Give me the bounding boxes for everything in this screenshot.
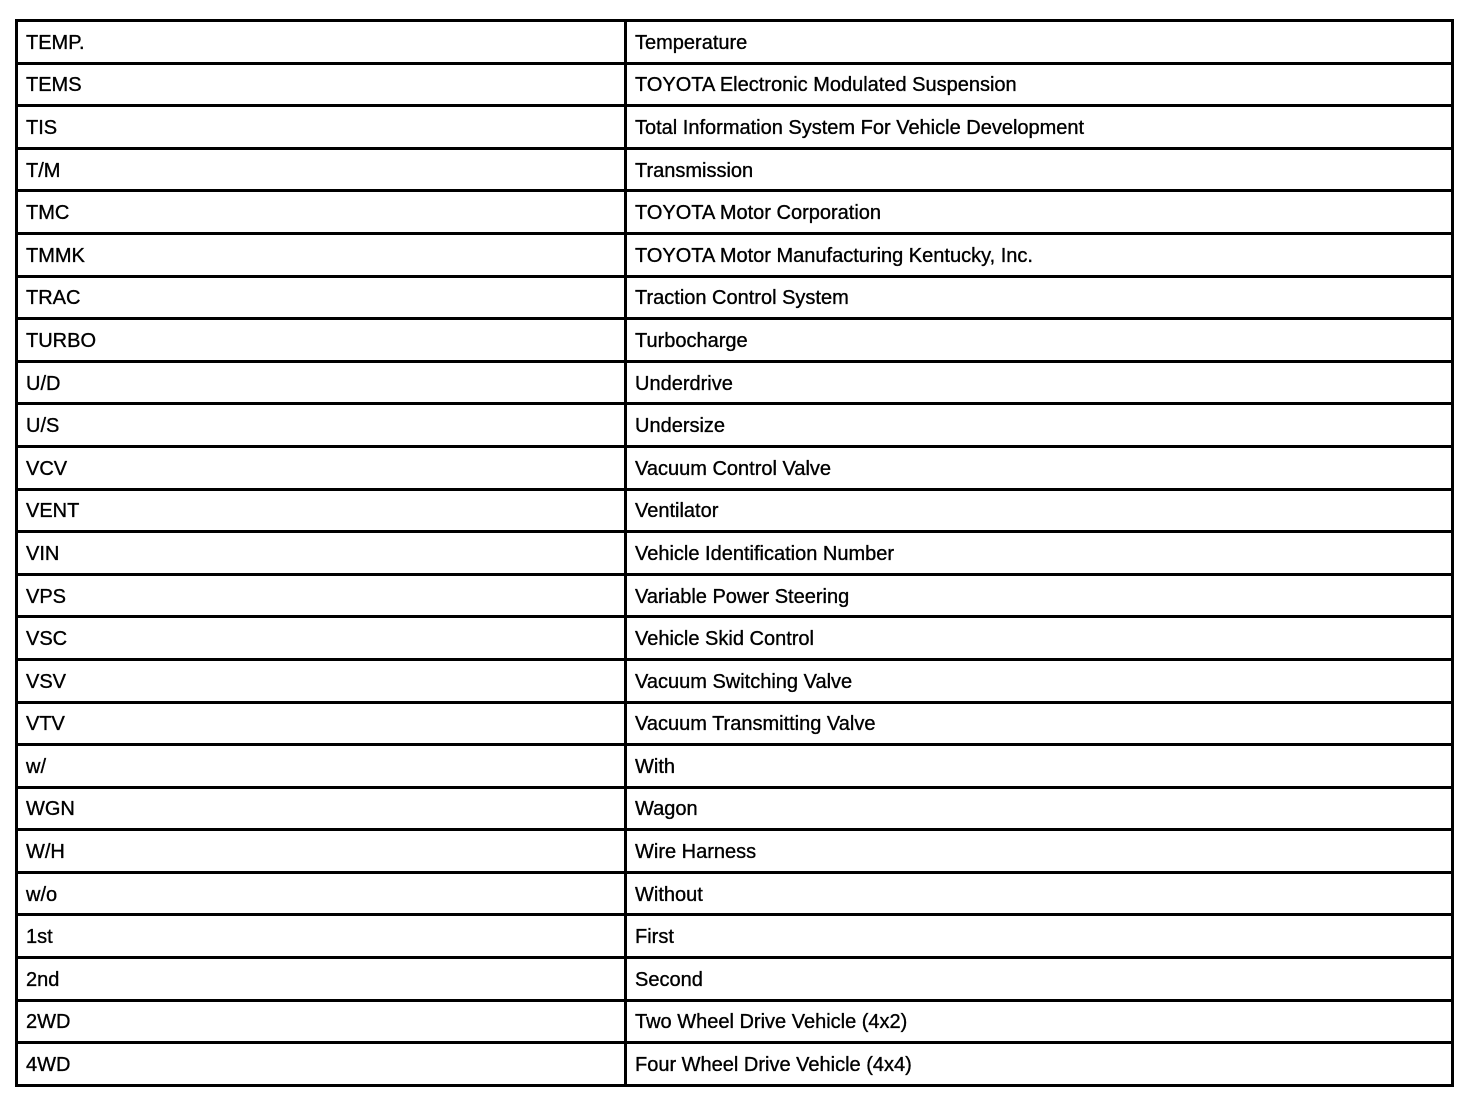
abbreviation-cell: w/ [15, 743, 627, 789]
abbreviation-cell: TMMK [15, 231, 627, 278]
abbreviation-cell: VCV [15, 444, 627, 491]
abbreviation-cell: TEMP. [15, 19, 627, 65]
meaning-cell: Vacuum Control Valve [624, 444, 1454, 491]
meaning-cell: Vehicle Identification Number [624, 530, 1454, 576]
abbreviation-cell: VIN [15, 530, 627, 576]
abbreviation-cell: U/S [15, 402, 627, 448]
abbreviation-cell: 2WD [15, 998, 627, 1045]
abbreviation-cell: VPS [15, 572, 627, 619]
table-row: VTV Vacuum Transmitting Valve [15, 700, 1454, 747]
meaning-cell: Undersize [624, 402, 1454, 448]
table-row: W/H Wire Harness [15, 828, 1454, 874]
abbreviation-cell: WGN [15, 785, 627, 832]
meaning-cell: Wagon [624, 785, 1454, 832]
abbreviations-table-body: TEMP. Temperature TEMS TOYOTA Electronic Mo… [15, 19, 1454, 1087]
table-row: U/D Underdrive [15, 359, 1454, 406]
meaning-cell: Ventilator [624, 487, 1454, 534]
table-row: T/M Transmission [15, 146, 1454, 193]
meaning-cell: Without [624, 870, 1454, 917]
abbreviation-cell: T/M [15, 146, 627, 193]
abbreviation-cell: TMC [15, 189, 627, 235]
abbreviation-cell: 1st [15, 913, 627, 960]
meaning-cell: Vacuum Transmitting Valve [624, 700, 1454, 747]
abbreviation-cell: w/o [15, 870, 627, 917]
meaning-cell: Second [624, 956, 1454, 1002]
table-row: TRAC Traction Control System [15, 274, 1454, 321]
meaning-cell: TOYOTA Motor Manufacturing Kentucky, Inc… [624, 231, 1454, 278]
meaning-cell: Four Wheel Drive Vehicle (4x4) [624, 1041, 1454, 1087]
table-row: TMC TOYOTA Motor Corporation [15, 189, 1454, 235]
table-row: TURBO Turbocharge [15, 317, 1454, 363]
abbreviation-cell: TURBO [15, 317, 627, 363]
abbreviations-table: TEMP. Temperature TEMS TOYOTA Electronic Mo… [15, 19, 1454, 1087]
abbreviation-cell: U/D [15, 359, 627, 406]
meaning-cell: Wire Harness [624, 828, 1454, 874]
abbreviation-cell: W/H [15, 828, 627, 874]
meaning-cell: Vacuum Switching Valve [624, 657, 1454, 704]
meaning-cell: Underdrive [624, 359, 1454, 406]
abbreviation-cell: TIS [15, 104, 627, 150]
table-row: VCV Vacuum Control Valve [15, 444, 1454, 491]
table-row: w/o Without [15, 870, 1454, 917]
abbreviation-cell: 4WD [15, 1041, 627, 1087]
table-row: TMMK TOYOTA Motor Manufacturing Kentucky,… [15, 231, 1454, 278]
table-row: TIS Total Information System For Vehicle … [15, 104, 1454, 150]
meaning-cell: Vehicle Skid Control [624, 615, 1454, 661]
table-row: TEMS TOYOTA Electronic Modulated Suspensi… [15, 61, 1454, 108]
table-row: VSC Vehicle Skid Control [15, 615, 1454, 661]
meaning-cell: Total Information System For Vehicle Dev… [624, 104, 1454, 150]
table-row: VENT Ventilator [15, 487, 1454, 534]
table-row: 4WD Four Wheel Drive Vehicle (4x4) [15, 1041, 1454, 1087]
meaning-cell: With [624, 743, 1454, 789]
meaning-cell: Temperature [624, 19, 1454, 65]
abbreviation-cell: TRAC [15, 274, 627, 321]
table-row: U/S Undersize [15, 402, 1454, 448]
meaning-cell: Transmission [624, 146, 1454, 193]
table-row: VIN Vehicle Identification Number [15, 530, 1454, 576]
table-row: VPS Variable Power Steering [15, 572, 1454, 619]
table-row: TEMP. Temperature [15, 19, 1454, 65]
meaning-cell: TOYOTA Electronic Modulated Suspension [624, 61, 1454, 108]
table-row: WGN Wagon [15, 785, 1454, 832]
abbreviation-cell: VTV [15, 700, 627, 747]
meaning-cell: Traction Control System [624, 274, 1454, 321]
table-row: w/With [15, 743, 1454, 789]
meaning-cell: Variable Power Steering [624, 572, 1454, 619]
meaning-cell: TOYOTA Motor Corporation [624, 189, 1454, 235]
abbreviation-cell: TEMS [15, 61, 627, 108]
abbreviation-cell: 2nd [15, 956, 627, 1002]
meaning-cell: Two Wheel Drive Vehicle (4x2) [624, 998, 1454, 1045]
table-row: 2nd Second [15, 956, 1454, 1002]
abbreviation-cell: VSC [15, 615, 627, 661]
table-row: 1st First [15, 913, 1454, 960]
table-row: VSV Vacuum Switching Valve [15, 657, 1454, 704]
abbreviation-cell: VSV [15, 657, 627, 704]
table-row: 2WD Two Wheel Drive Vehicle (4x2) [15, 998, 1454, 1045]
meaning-cell: Turbocharge [624, 317, 1454, 363]
abbreviation-cell: VENT [15, 487, 627, 534]
meaning-cell: First [624, 913, 1454, 960]
